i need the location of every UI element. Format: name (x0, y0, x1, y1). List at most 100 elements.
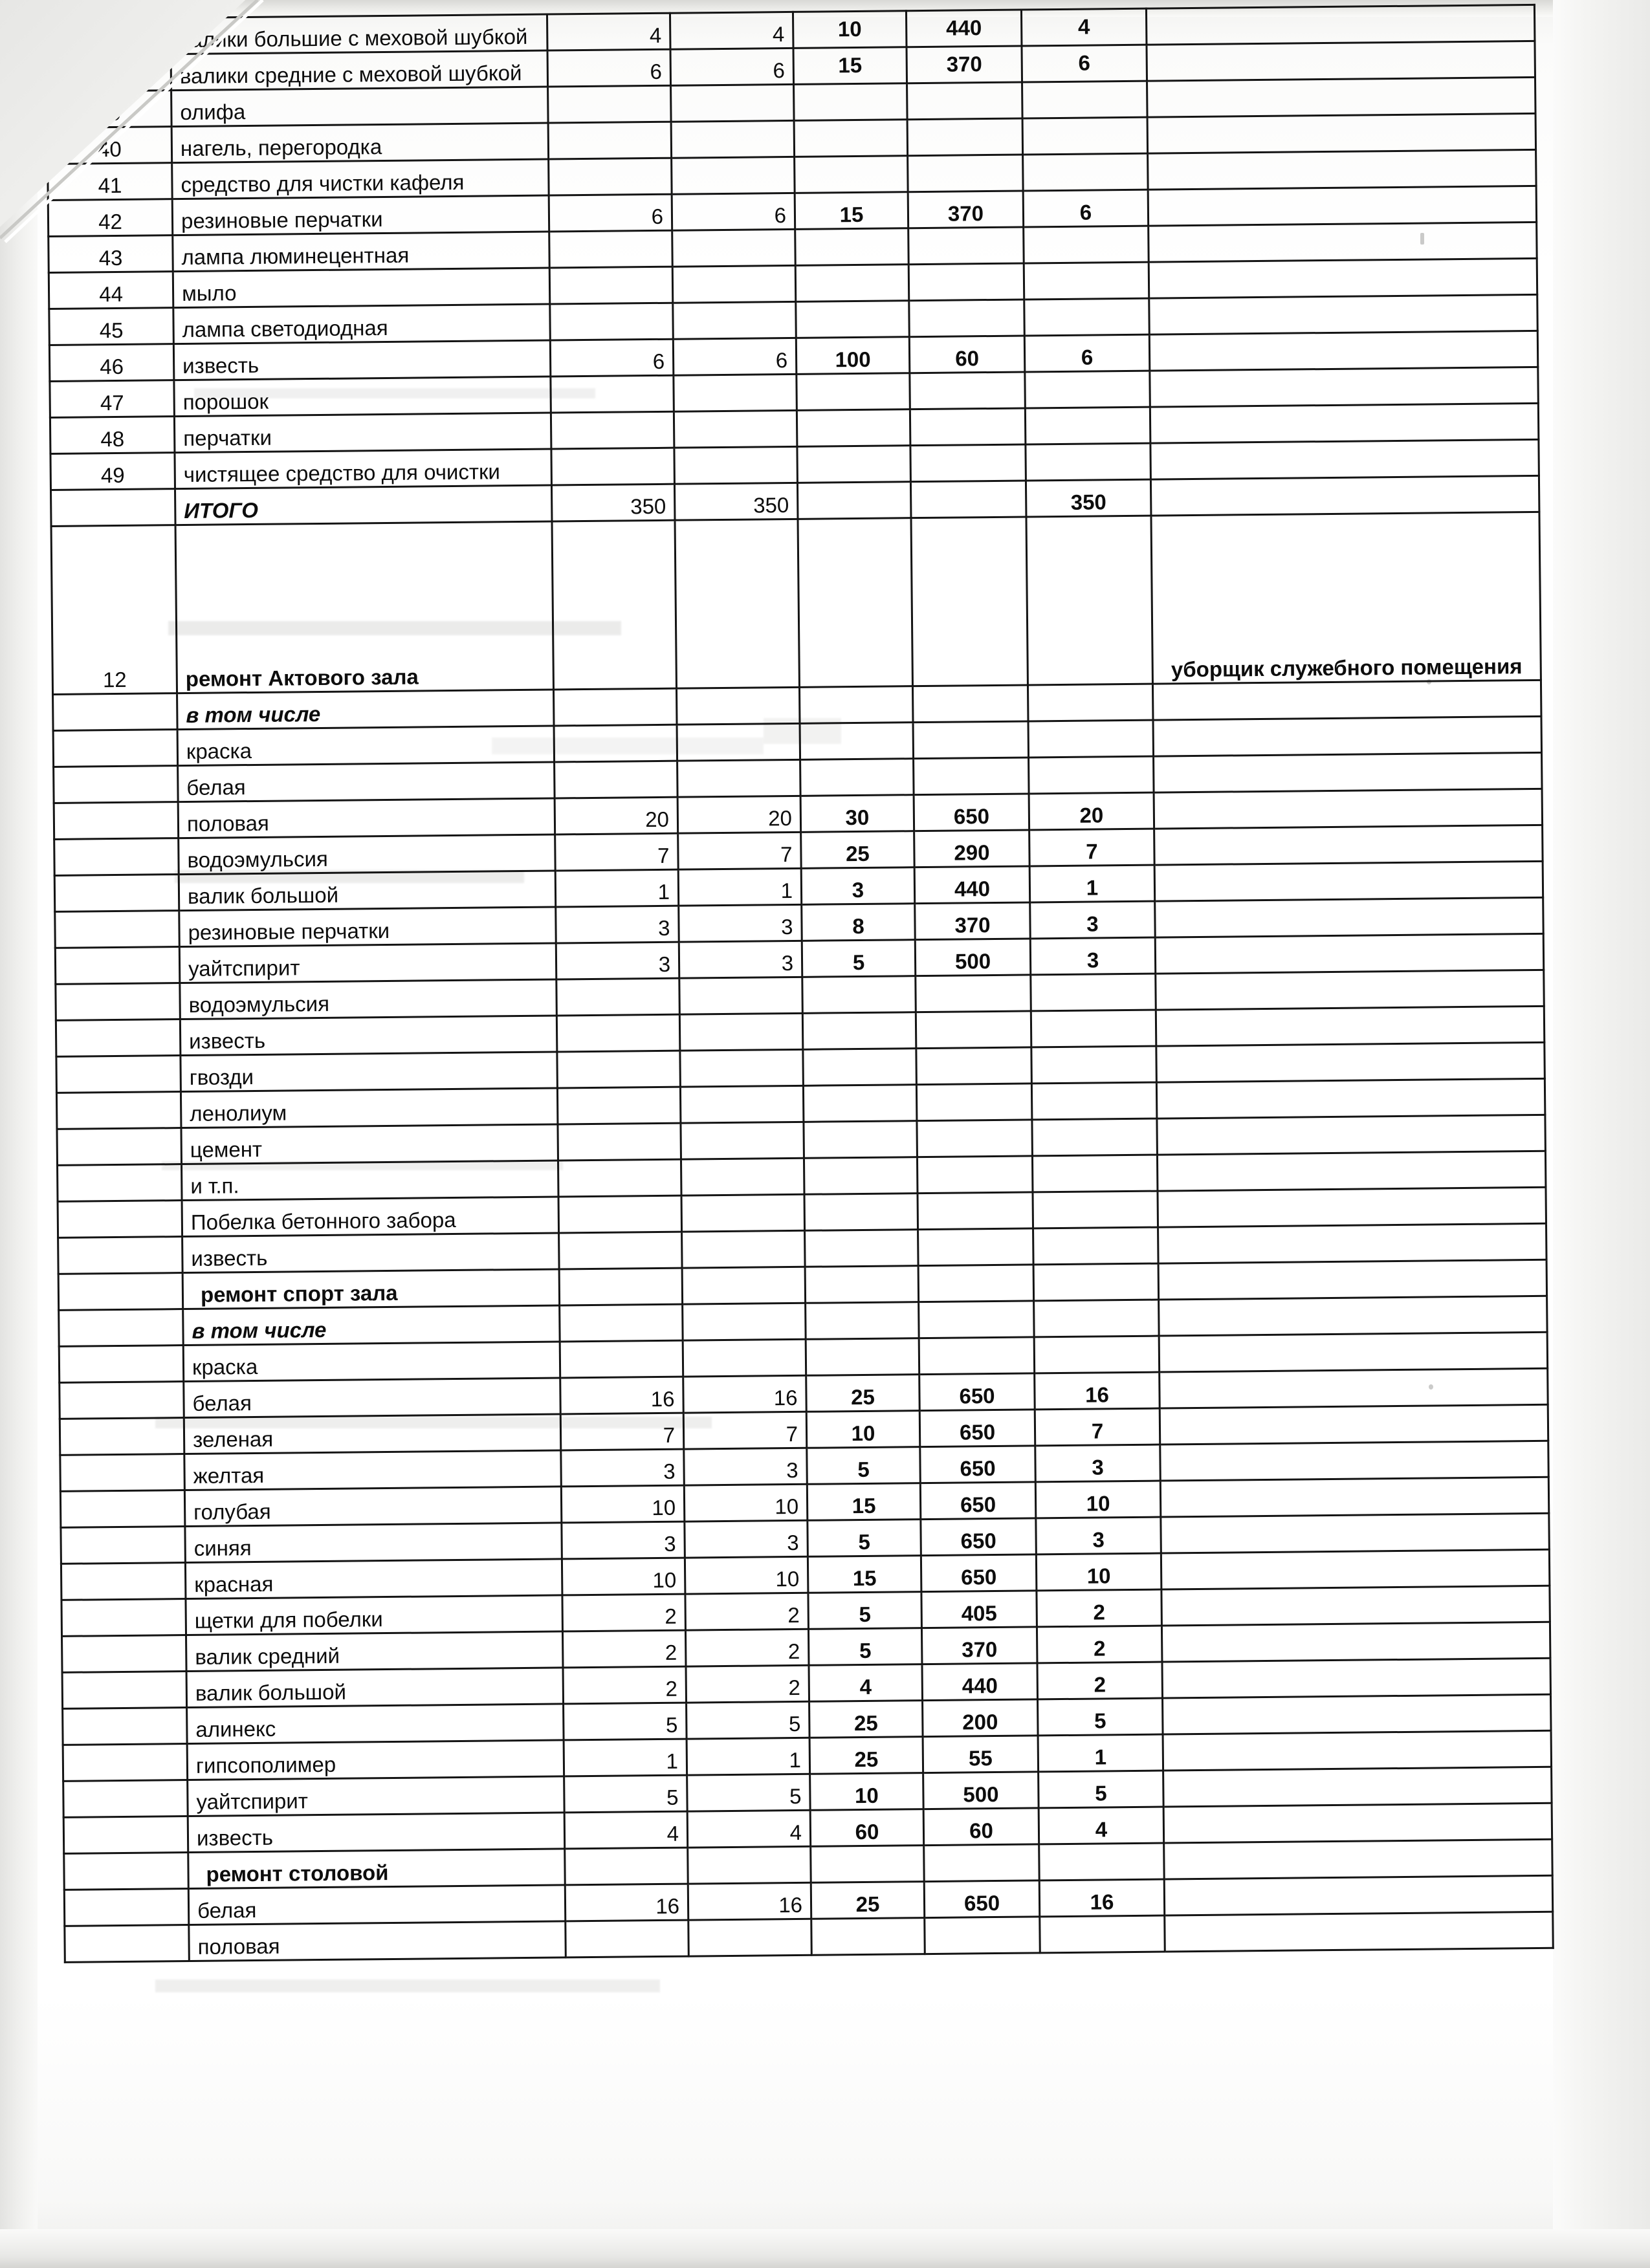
item-name-cell: щетки для побелки (185, 1595, 563, 1635)
value-cell-v3: 25 (800, 831, 915, 869)
value-cell-v3 (802, 1048, 917, 1086)
row-number-cell (60, 1454, 185, 1492)
notes-cell (1146, 41, 1535, 82)
value-cell-v5: 5 (1038, 1771, 1164, 1808)
value-cell-v4: 370 (906, 46, 1022, 83)
value-cell-v3 (802, 976, 916, 1014)
value-cell-v5 (1028, 720, 1154, 758)
value-cell-v3 (797, 445, 911, 483)
value-cell-v2 (671, 157, 795, 195)
row-number-cell (58, 1309, 184, 1347)
value-cell-v5: 6 (1023, 190, 1149, 228)
item-name-cell: гипсополимер (187, 1739, 564, 1780)
value-cell-v4: 60 (909, 335, 1025, 373)
item-name-cell: валик средний (186, 1631, 564, 1672)
value-cell-v3 (804, 1229, 919, 1267)
notes-cell (1158, 1259, 1547, 1300)
value-cell-v5 (1039, 1915, 1165, 1953)
item-name-cell: белая (188, 1884, 566, 1925)
item-name-cell: ИТОГО (175, 485, 553, 525)
value-cell-v4 (918, 1192, 1033, 1230)
notes-cell (1164, 1875, 1553, 1916)
value-cell-v1 (559, 1268, 683, 1305)
value-cell-v1: 2 (562, 1630, 687, 1668)
value-cell-v5 (1022, 117, 1148, 155)
value-cell-v3: 15 (808, 1555, 921, 1593)
value-cell-v3: 3 (801, 867, 915, 905)
value-cell-v3 (797, 481, 911, 519)
value-cell-v1 (553, 688, 677, 726)
value-cell-v3 (797, 518, 913, 688)
notes-cell (1149, 367, 1539, 408)
notes-cell (1163, 1730, 1552, 1771)
value-cell-v2: 6 (672, 193, 795, 231)
row-number-cell (56, 1055, 181, 1093)
row-number-cell (64, 1925, 190, 1963)
value-cell-v5 (1031, 1046, 1157, 1084)
value-cell-v1 (557, 1087, 681, 1124)
value-cell-v1 (548, 122, 672, 160)
notes-cell (1154, 789, 1543, 829)
row-number-cell (63, 1743, 188, 1782)
table-container: валики большие с меховой шубкой441044048… (45, 5, 1554, 1963)
value-cell-v2: 1 (678, 868, 802, 906)
item-name-cell: нагель, перегородка (171, 123, 549, 163)
row-number-cell: 43 (48, 235, 173, 273)
value-cell-v5 (1023, 226, 1149, 264)
value-cell-v2 (681, 1158, 805, 1196)
value-cell-v5 (1031, 1010, 1156, 1047)
value-cell-v4: 55 (923, 1735, 1039, 1773)
value-cell-v4: 650 (921, 1554, 1037, 1592)
item-name-cell: перчатки (174, 413, 551, 453)
notes-cell (1154, 825, 1543, 866)
value-cell-v1: 3 (560, 1449, 685, 1487)
value-cell-v4 (907, 82, 1023, 120)
value-cell-v2: 2 (686, 1665, 809, 1703)
value-cell-v3 (810, 1845, 925, 1883)
value-cell-v1: 6 (547, 49, 671, 87)
notes-cell (1156, 1078, 1545, 1119)
value-cell-v1 (549, 267, 673, 305)
notes-cell (1155, 933, 1544, 974)
value-cell-v1 (550, 375, 674, 413)
scan-right-edge (1553, 0, 1650, 2268)
value-cell-v2: 6 (673, 338, 797, 376)
scan-top-edge (0, 0, 1650, 17)
notes-cell (1157, 1151, 1546, 1192)
item-name-cell: водоэмульсия (179, 979, 557, 1020)
value-cell-v5: 4 (1021, 8, 1147, 47)
notes-cell (1161, 1549, 1550, 1590)
value-cell-v4 (924, 1916, 1040, 1954)
row-number-cell (61, 1598, 186, 1637)
item-name-cell: ленолиум (181, 1087, 558, 1128)
value-cell-v5 (1025, 407, 1150, 444)
value-cell-v4 (916, 1047, 1032, 1085)
value-cell-v4: 650 (919, 1373, 1035, 1411)
value-cell-v1 (549, 230, 673, 268)
value-cell-v1: 5 (564, 1775, 688, 1813)
notes-cell (1161, 1658, 1551, 1699)
value-cell-v2 (688, 1919, 812, 1957)
notes-cell (1150, 439, 1539, 480)
value-cell-v2: 20 (677, 796, 801, 834)
item-name-cell: краска (183, 1341, 560, 1382)
value-cell-v5: 4 (1039, 1807, 1164, 1844)
row-number-cell: 42 (48, 199, 173, 237)
value-cell-v3: 10 (793, 10, 907, 49)
value-cell-v2 (681, 1230, 806, 1269)
value-cell-v3 (805, 1302, 919, 1340)
value-cell-v3 (803, 1120, 918, 1159)
row-number-cell (60, 1490, 185, 1528)
value-cell-v4: 440 (906, 10, 1022, 47)
value-cell-v5: 2 (1036, 1589, 1162, 1627)
notes-cell (1161, 1622, 1550, 1663)
value-cell-v3 (795, 264, 909, 302)
value-cell-v1: 5 (563, 1703, 687, 1740)
value-cell-v4 (923, 1844, 1040, 1882)
item-name-cell: чистящее средство для очистки (174, 449, 552, 489)
row-number-cell (53, 729, 178, 767)
notes-cell (1156, 1115, 1546, 1155)
notes-cell (1160, 1441, 1549, 1481)
row-number-cell (60, 1417, 184, 1456)
item-name-cell: гвозди (180, 1051, 558, 1092)
